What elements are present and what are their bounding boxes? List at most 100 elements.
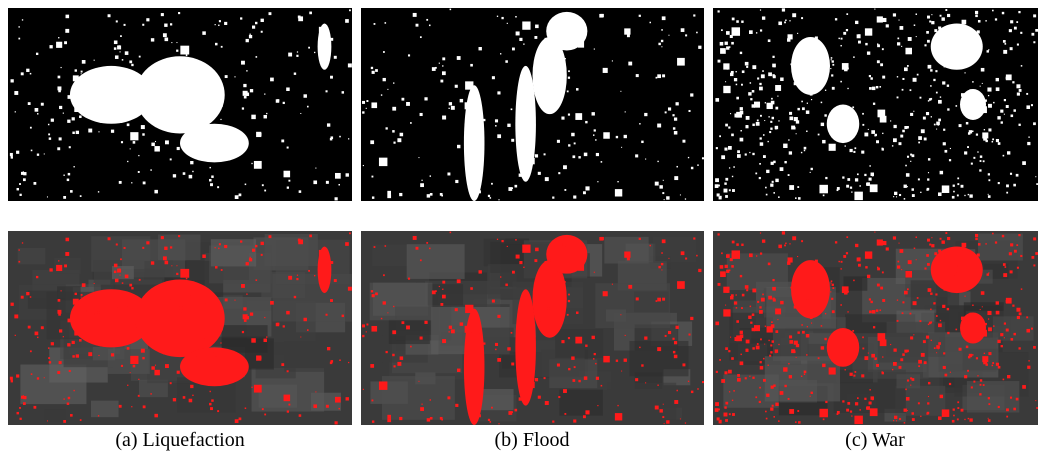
damage-speck <box>902 353 905 356</box>
damage-speck <box>426 242 428 244</box>
damage-speck <box>219 243 221 245</box>
damage-speck <box>594 129 596 131</box>
damage-speck <box>697 388 698 389</box>
damage-speck <box>439 63 440 64</box>
damage-speck <box>690 317 693 320</box>
damage-speck <box>676 102 679 105</box>
damage-speck <box>988 128 991 131</box>
damage-speck <box>210 391 211 392</box>
damage-speck <box>261 31 263 33</box>
damage-speck <box>515 239 517 241</box>
damage-speck <box>544 153 546 155</box>
damage-speck <box>845 145 846 146</box>
damage-speck <box>749 30 753 34</box>
damage-speck <box>620 314 621 315</box>
damage-speck <box>882 271 884 273</box>
damage-speck <box>794 82 797 85</box>
damage-speck <box>483 342 485 344</box>
damage-speck <box>715 178 719 182</box>
damage-speck <box>507 124 510 127</box>
damage-speck <box>745 62 749 66</box>
damage-speck <box>931 14 932 15</box>
damage-speck <box>442 295 446 299</box>
damage-speck <box>905 165 907 167</box>
damage-speck <box>789 20 790 21</box>
damage-speck <box>628 285 632 289</box>
damage-speck <box>842 400 844 402</box>
overlay-image <box>713 231 1038 425</box>
damage-speck <box>163 33 167 37</box>
damage-speck <box>73 75 79 81</box>
damage-speck <box>913 301 917 305</box>
damage-speck <box>998 142 1001 145</box>
damage-speck <box>980 330 987 337</box>
damage-speck <box>533 313 536 316</box>
damage-speck <box>730 296 733 299</box>
damage-speck <box>35 332 39 336</box>
damage-speck <box>170 97 173 100</box>
damage-speck <box>661 29 663 31</box>
damage-speck <box>550 295 554 299</box>
damage-speck <box>685 258 687 260</box>
damage-speck <box>854 147 856 149</box>
damage-speck <box>386 127 388 129</box>
damage-speck <box>617 405 618 406</box>
damage-speck <box>242 331 244 333</box>
damage-speck <box>806 131 807 132</box>
damage-speck <box>30 73 32 75</box>
damage-speck <box>846 236 848 238</box>
damage-speck <box>138 171 140 173</box>
damage-speck <box>41 103 44 106</box>
damage-speck <box>861 374 864 377</box>
damage-speck <box>927 402 929 404</box>
damage-speck <box>832 310 835 313</box>
damage-speck <box>877 60 880 63</box>
damage-speck <box>1017 92 1020 95</box>
damage-speck <box>218 248 219 249</box>
damage-speck <box>326 314 328 316</box>
damage-speck <box>980 86 981 87</box>
damage-speck <box>535 154 538 157</box>
damage-speck <box>545 38 548 41</box>
damage-speck <box>203 78 206 81</box>
damage-speck <box>397 138 401 142</box>
damage-speck <box>121 365 123 367</box>
damage-speck <box>620 91 621 92</box>
damage-speck <box>904 126 907 129</box>
damage-speck <box>768 116 769 117</box>
damage-speck <box>94 90 95 91</box>
damage-speck <box>529 113 532 116</box>
damage-speck <box>916 259 917 260</box>
damage-speck <box>760 9 761 10</box>
damage-speck <box>674 131 678 135</box>
damage-speck <box>114 304 115 305</box>
damage-speck <box>315 168 316 169</box>
damage-speck <box>910 113 913 116</box>
damage-speck <box>741 307 743 309</box>
damage-speck <box>14 314 18 318</box>
texture-patch <box>211 239 256 266</box>
damage-speck <box>869 310 872 313</box>
damage-speck <box>460 322 463 325</box>
damage-speck <box>522 21 530 29</box>
damage-speck <box>956 42 958 44</box>
damage-speck <box>943 352 945 354</box>
damage-speck <box>702 381 704 383</box>
damage-speck <box>920 192 921 193</box>
damage-speck <box>117 307 118 308</box>
damage-speck <box>383 51 385 53</box>
damage-speck <box>659 409 662 412</box>
damage-speck <box>977 47 978 48</box>
damage-speck <box>1036 183 1038 185</box>
damage-speck <box>204 338 207 341</box>
damage-speck <box>797 256 798 257</box>
damage-speck <box>603 132 609 138</box>
damage-speck <box>957 194 959 196</box>
damage-speck <box>432 290 436 294</box>
damage-speck <box>372 420 374 422</box>
damage-speck <box>26 292 29 295</box>
damage-speck <box>250 312 253 315</box>
damage-speck <box>934 29 937 32</box>
damage-speck <box>440 303 443 306</box>
damage-speck <box>681 251 685 255</box>
